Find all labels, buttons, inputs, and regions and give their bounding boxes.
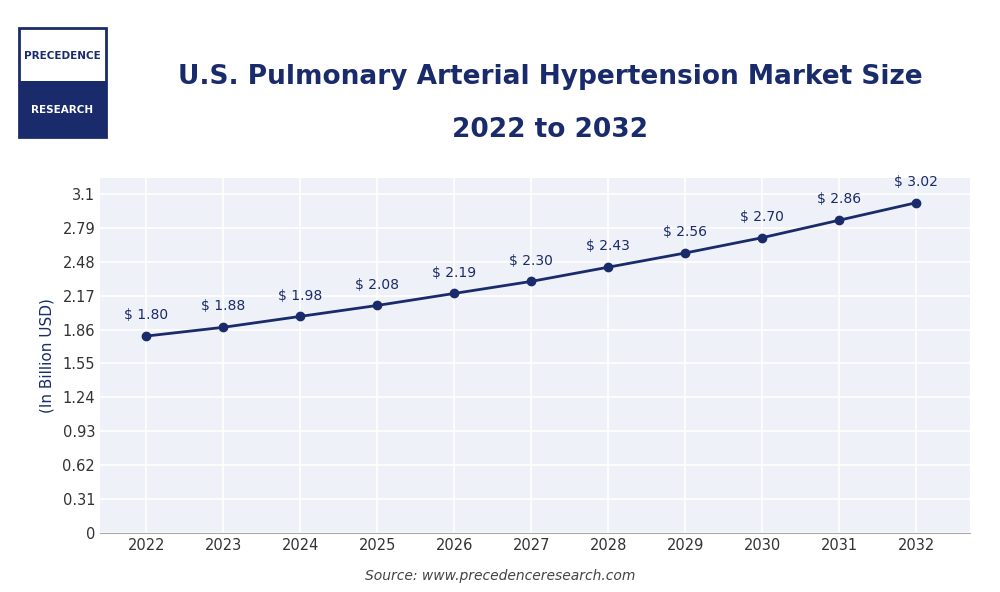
Text: $ 2.43: $ 2.43 — [586, 239, 630, 253]
Text: $ 2.19: $ 2.19 — [432, 266, 476, 279]
Text: $ 3.02: $ 3.02 — [894, 175, 938, 189]
Text: $ 1.98: $ 1.98 — [278, 288, 322, 303]
Text: RESEARCH: RESEARCH — [31, 105, 94, 115]
Text: PRECEDENCE: PRECEDENCE — [24, 51, 101, 60]
Text: 2022 to 2032: 2022 to 2032 — [452, 117, 648, 143]
Text: $ 1.88: $ 1.88 — [201, 300, 245, 313]
Text: $ 2.86: $ 2.86 — [817, 192, 861, 207]
Text: Source: www.precedenceresearch.com: Source: www.precedenceresearch.com — [365, 569, 635, 583]
Text: $ 1.80: $ 1.80 — [124, 308, 168, 322]
Y-axis label: (In Billion USD): (In Billion USD) — [39, 298, 54, 413]
Text: $ 2.56: $ 2.56 — [663, 225, 707, 239]
Text: $ 2.70: $ 2.70 — [740, 210, 784, 224]
Text: $ 2.08: $ 2.08 — [355, 278, 399, 292]
Bar — [19, 81, 106, 137]
Bar — [19, 28, 106, 81]
Text: $ 2.30: $ 2.30 — [509, 253, 553, 268]
Text: U.S. Pulmonary Arterial Hypertension Market Size: U.S. Pulmonary Arterial Hypertension Mar… — [178, 64, 922, 90]
